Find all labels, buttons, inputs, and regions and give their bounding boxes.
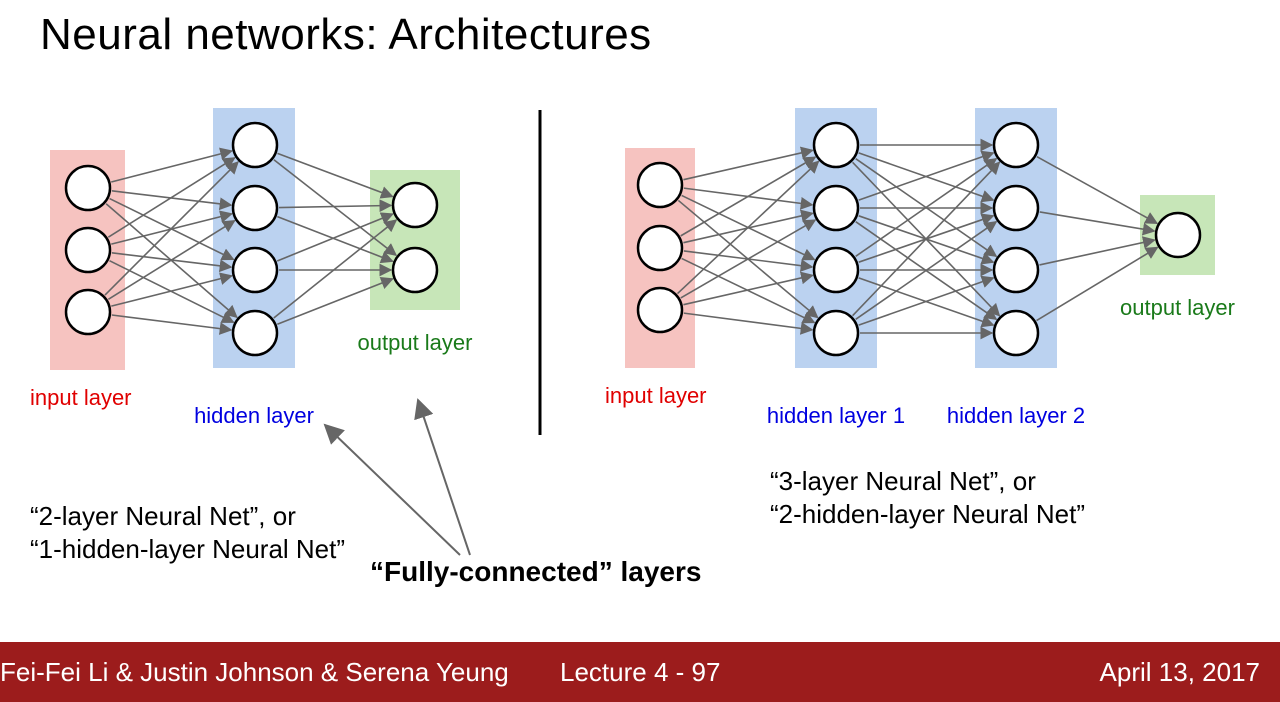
svg-text:hidden layer: hidden layer: [194, 403, 314, 428]
footer-date: April 13, 2017: [1100, 657, 1260, 688]
footer-authors: Fei-Fei Li & Justin Johnson & Serena Yeu…: [0, 657, 509, 688]
diagram-canvas: input layer hidden layer output layer input…: [0, 0, 1280, 702]
right-net-caption: “3-layer Neural Net”, or“2-hidden-layer …: [770, 465, 1085, 530]
svg-text:hidden layer 1: hidden layer 1: [767, 403, 905, 428]
fully-connected-label: “Fully-connected” layers: [370, 556, 701, 588]
svg-text:input layer: input layer: [605, 383, 707, 408]
left-net-caption: “2-layer Neural Net”, or“1-hidden-layer …: [30, 500, 345, 565]
svg-text:hidden layer 2: hidden layer 2: [947, 403, 1085, 428]
svg-text:output layer: output layer: [358, 330, 473, 355]
svg-text:output layer: output layer: [1120, 295, 1235, 320]
footer-bar: Fei-Fei Li & Justin Johnson & Serena Yeu…: [0, 642, 1280, 702]
svg-text:input layer: input layer: [30, 385, 132, 410]
footer-lecture: Lecture 4 - 97: [560, 657, 720, 688]
